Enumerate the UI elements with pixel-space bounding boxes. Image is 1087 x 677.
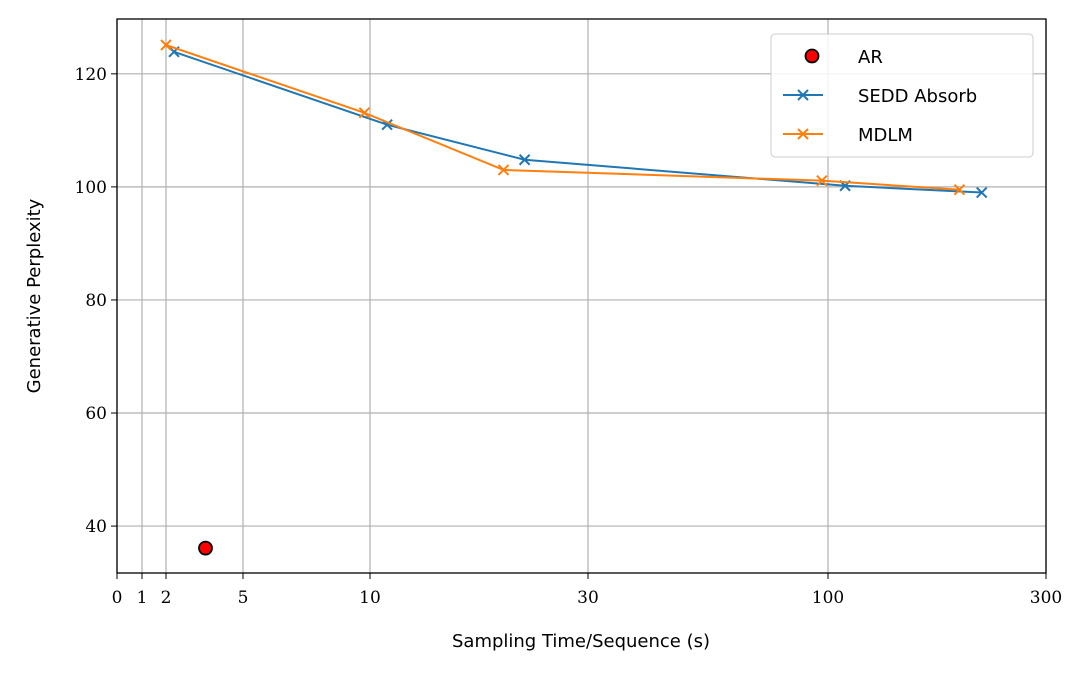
y-tick-label: 80 — [85, 291, 107, 311]
x-tick-label: 100 — [812, 588, 844, 608]
legend-box — [770, 33, 1034, 158]
sedd-absorb-point — [518, 154, 531, 166]
mdlm-point — [358, 107, 371, 119]
x-tick-label: 10 — [359, 588, 381, 608]
x-tick-label: 2 — [161, 588, 172, 608]
plot-frame — [116, 18, 1047, 574]
x-tick-label: 0 — [112, 588, 123, 608]
x-tick-label: 1 — [137, 588, 148, 608]
mdlm-point — [953, 184, 966, 196]
x-tick-label: 300 — [1030, 588, 1062, 608]
y-tick-label: 100 — [75, 178, 107, 198]
legend: AR SEDD Absorb MDLM — [770, 33, 1034, 158]
mdlm-point — [497, 164, 510, 176]
x-tick-label: 30 — [577, 588, 599, 608]
legend-ar-label: AR — [858, 47, 883, 68]
ticks: 0 1 2 5 10 30 100 300 40 60 80 100 120 — [75, 65, 1063, 608]
legend-mdlm-marker — [797, 128, 809, 140]
mdlm-point — [816, 174, 828, 187]
x-tick-label: 5 — [238, 588, 249, 608]
legend-sedd-absorb-label: SEDD Absorb — [858, 86, 977, 107]
y-tick-label: 120 — [75, 65, 107, 85]
legend-sedd-absorb-marker — [797, 89, 809, 101]
sedd-absorb-point — [976, 186, 988, 199]
mdlm-point — [160, 39, 172, 51]
series-layer — [160, 39, 988, 556]
ar-point — [198, 540, 213, 556]
y-tick-label: 60 — [85, 404, 107, 424]
y-axis-label: Generative Perplexity — [24, 198, 45, 393]
legend-mdlm-label: MDLM — [858, 125, 913, 146]
y-tick-label: 40 — [85, 517, 107, 537]
legend-ar-marker — [804, 48, 820, 64]
x-axis-label: Sampling Time/Sequence (s) — [452, 631, 710, 652]
